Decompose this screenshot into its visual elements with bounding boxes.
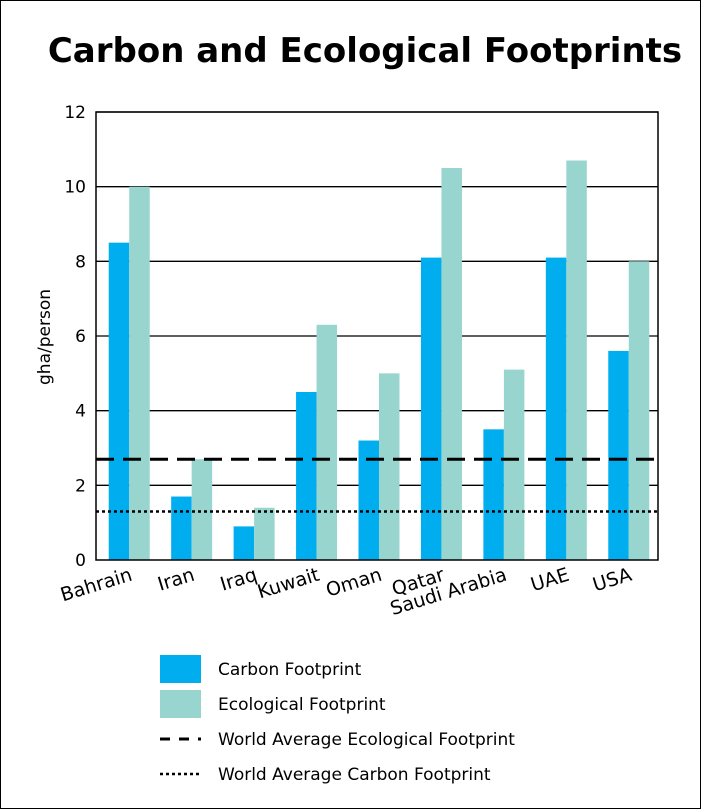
legend-swatch-ecological <box>160 690 201 718</box>
legend-swatch-carbon <box>160 655 201 683</box>
x-tick-label: USA <box>590 564 634 597</box>
y-tick-label: 12 <box>64 103 86 123</box>
y-tick-label: 10 <box>64 178 86 198</box>
legend: Carbon Footprint Ecological Footprint Worl… <box>160 655 515 785</box>
plot-border <box>95 111 659 561</box>
x-tick-label: Iran <box>155 564 197 596</box>
bar-ecological <box>566 160 587 561</box>
chart-title: Carbon and Ecological Footprints <box>48 31 682 71</box>
y-tick-labels: 0 2 4 6 8 10 12 <box>64 103 86 571</box>
reference-lines <box>96 457 658 513</box>
x-tick-label: Iraq <box>218 564 260 596</box>
y-tick-label: 8 <box>75 252 86 272</box>
legend-label: Ecological Footprint <box>218 695 386 715</box>
bar-carbon <box>483 429 504 560</box>
bar-carbon <box>608 350 629 560</box>
y-tick-label: 6 <box>75 327 86 347</box>
bar-carbon <box>171 496 192 560</box>
bar-ecological <box>503 369 525 560</box>
y-tick-label: 0 <box>75 551 86 571</box>
bar-ecological <box>254 507 275 560</box>
x-tick-label: Bahrain <box>58 564 135 607</box>
x-tick-label: Kuwait <box>255 564 322 604</box>
y-axis-label: gha/person <box>35 289 55 385</box>
bar-carbon <box>233 526 255 560</box>
bar-ecological <box>628 261 650 560</box>
bar-carbon <box>545 257 567 560</box>
bar-ecological <box>191 459 213 560</box>
y-tick-label: 4 <box>75 402 86 422</box>
axes <box>95 111 659 561</box>
legend-label: World Average Ecological Footprint <box>218 730 515 750</box>
bar-carbon <box>420 257 442 560</box>
x-tick-label: UAE <box>528 564 572 596</box>
bar-ecological <box>379 373 400 560</box>
legend-label: Carbon Footprint <box>218 660 362 680</box>
bar-ecological <box>316 324 338 560</box>
bar-carbon <box>108 242 130 560</box>
y-tick-label: 2 <box>75 476 86 496</box>
bars <box>108 160 650 561</box>
bar-ecological <box>441 168 462 560</box>
legend-label: World Average Carbon Footprint <box>218 765 491 785</box>
x-tick-label: Oman <box>323 564 384 602</box>
bar-ecological <box>129 186 150 560</box>
bar-carbon <box>358 440 379 560</box>
bar-carbon <box>296 392 317 560</box>
